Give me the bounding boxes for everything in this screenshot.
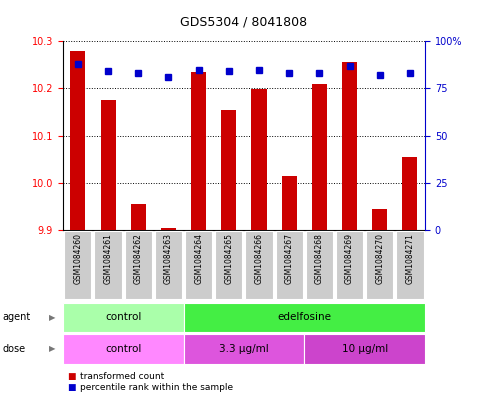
Bar xyxy=(100,100,115,230)
Bar xyxy=(372,209,387,230)
Text: agent: agent xyxy=(2,312,30,322)
Text: edelfosine: edelfosine xyxy=(277,312,331,322)
Text: GSM1084268: GSM1084268 xyxy=(315,233,324,284)
Text: ■: ■ xyxy=(68,372,76,381)
FancyBboxPatch shape xyxy=(185,231,212,299)
Bar xyxy=(161,228,176,230)
Bar xyxy=(304,334,425,364)
FancyBboxPatch shape xyxy=(336,231,363,299)
FancyBboxPatch shape xyxy=(155,231,182,299)
FancyBboxPatch shape xyxy=(245,231,272,299)
FancyBboxPatch shape xyxy=(306,231,333,299)
Bar xyxy=(312,84,327,230)
Text: GSM1084265: GSM1084265 xyxy=(224,233,233,285)
Text: GSM1084271: GSM1084271 xyxy=(405,233,414,284)
Bar xyxy=(402,157,417,230)
FancyBboxPatch shape xyxy=(64,231,91,299)
FancyBboxPatch shape xyxy=(276,231,303,299)
FancyBboxPatch shape xyxy=(366,231,393,299)
Bar xyxy=(221,110,236,230)
Bar xyxy=(184,334,304,364)
FancyBboxPatch shape xyxy=(95,231,122,299)
Text: GSM1084260: GSM1084260 xyxy=(73,233,83,285)
Bar xyxy=(252,89,267,230)
Bar xyxy=(63,303,184,332)
FancyBboxPatch shape xyxy=(215,231,242,299)
Text: GSM1084261: GSM1084261 xyxy=(103,233,113,284)
Text: ■: ■ xyxy=(68,384,76,392)
Text: control: control xyxy=(105,312,142,322)
Text: dose: dose xyxy=(2,344,26,354)
FancyBboxPatch shape xyxy=(397,231,424,299)
Bar xyxy=(71,51,85,230)
Text: ▶: ▶ xyxy=(49,313,56,322)
Text: GSM1084262: GSM1084262 xyxy=(134,233,143,284)
Text: GSM1084267: GSM1084267 xyxy=(284,233,294,285)
Text: transformed count: transformed count xyxy=(80,372,164,381)
Bar xyxy=(184,303,425,332)
Text: 10 μg/ml: 10 μg/ml xyxy=(341,344,388,354)
Text: GSM1084270: GSM1084270 xyxy=(375,233,384,285)
Text: GDS5304 / 8041808: GDS5304 / 8041808 xyxy=(180,16,308,29)
Bar xyxy=(191,72,206,230)
FancyBboxPatch shape xyxy=(125,231,152,299)
Text: 3.3 μg/ml: 3.3 μg/ml xyxy=(219,344,269,354)
Bar xyxy=(282,176,297,230)
Text: GSM1084263: GSM1084263 xyxy=(164,233,173,285)
Text: GSM1084264: GSM1084264 xyxy=(194,233,203,285)
Bar xyxy=(63,334,184,364)
Text: control: control xyxy=(105,344,142,354)
Text: percentile rank within the sample: percentile rank within the sample xyxy=(80,384,233,392)
Text: ▶: ▶ xyxy=(49,344,56,353)
Text: GSM1084269: GSM1084269 xyxy=(345,233,354,285)
Bar xyxy=(342,62,357,230)
Text: GSM1084266: GSM1084266 xyxy=(255,233,264,285)
Bar xyxy=(131,204,146,230)
